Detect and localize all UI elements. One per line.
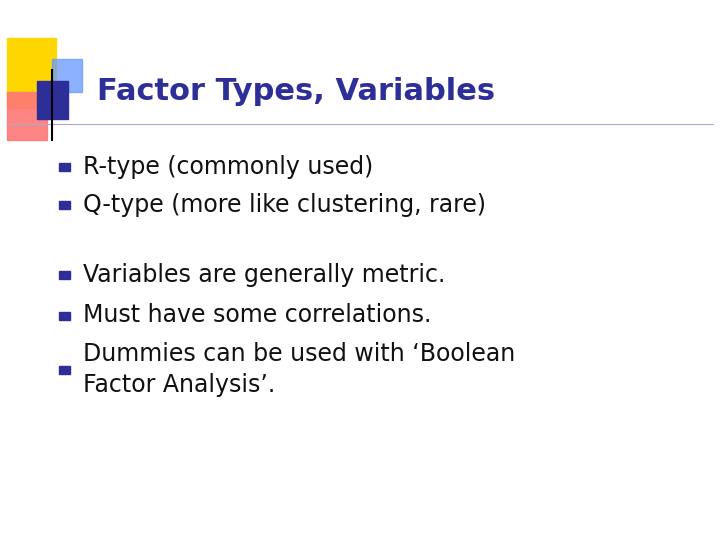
- Text: Factor Types, Variables: Factor Types, Variables: [97, 77, 495, 106]
- Bar: [37, 81, 68, 119]
- Bar: [59, 271, 70, 280]
- Bar: [59, 366, 70, 374]
- Text: R-type (commonly used): R-type (commonly used): [83, 155, 373, 179]
- Text: Dummies can be used with ‘Boolean
Factor Analysis’.: Dummies can be used with ‘Boolean Factor…: [83, 342, 515, 397]
- Bar: [7, 92, 47, 140]
- Bar: [52, 59, 82, 92]
- Bar: [59, 163, 70, 172]
- Text: Must have some correlations.: Must have some correlations.: [83, 303, 431, 327]
- Bar: [7, 38, 56, 108]
- Bar: [59, 312, 70, 320]
- Bar: [59, 201, 70, 209]
- Text: Variables are generally metric.: Variables are generally metric.: [83, 263, 445, 287]
- Text: Q-type (more like clustering, rare): Q-type (more like clustering, rare): [83, 193, 486, 217]
